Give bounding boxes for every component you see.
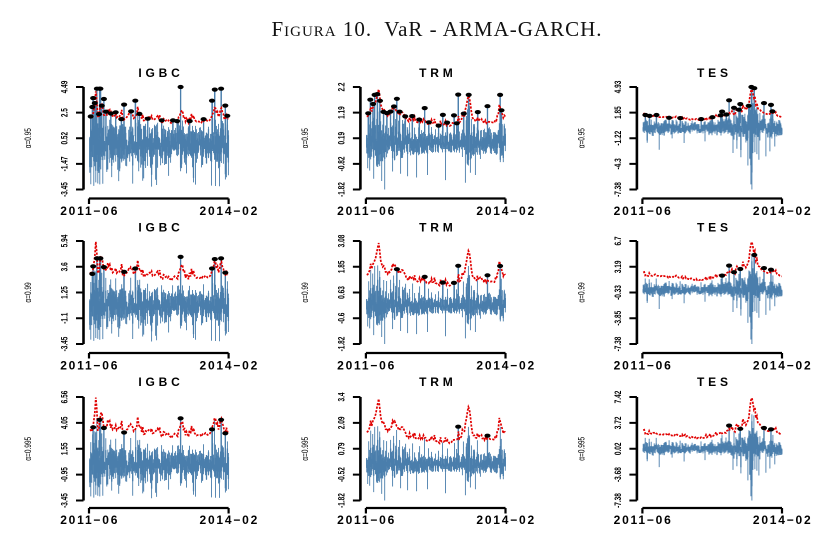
svg-text:2011−06: 2011−06 — [337, 513, 396, 527]
svg-text:4.93: 4.93 — [613, 80, 623, 93]
svg-text:-7.38: -7.38 — [613, 182, 623, 197]
svg-text:2011−06: 2011−06 — [337, 204, 396, 218]
svg-text:-0.6: -0.6 — [336, 312, 346, 324]
svg-text:-1.82: -1.82 — [336, 336, 346, 351]
svg-text:2014−02: 2014−02 — [199, 359, 259, 373]
svg-text:1.55: 1.55 — [59, 442, 69, 455]
svg-text:-1.82: -1.82 — [336, 493, 346, 508]
svg-text:-3.45: -3.45 — [59, 493, 69, 508]
svg-text:-3.85: -3.85 — [613, 310, 623, 325]
svg-text:2011−06: 2011−06 — [60, 204, 119, 218]
svg-text:2011−06: 2011−06 — [60, 513, 119, 527]
svg-text:TRM: TRM — [419, 66, 456, 80]
svg-text:2011−06: 2011−06 — [337, 359, 396, 373]
svg-text:IGBC: IGBC — [138, 221, 183, 235]
svg-text:2014−02: 2014−02 — [199, 204, 259, 218]
svg-text:1.85: 1.85 — [613, 106, 623, 119]
svg-text:0.19: 0.19 — [336, 131, 346, 144]
svg-text:1.85: 1.85 — [336, 260, 346, 273]
svg-text:α=0.995: α=0.995 — [23, 437, 33, 461]
svg-text:-0.52: -0.52 — [336, 467, 346, 482]
svg-text:-3.68: -3.68 — [613, 467, 623, 482]
svg-text:2014−02: 2014−02 — [753, 513, 813, 527]
svg-text:2014−02: 2014−02 — [476, 359, 536, 373]
svg-text:TES: TES — [697, 375, 732, 389]
svg-text:-4.3: -4.3 — [613, 158, 623, 170]
svg-text:-3.45: -3.45 — [59, 182, 69, 197]
svg-text:-1.82: -1.82 — [336, 182, 346, 197]
svg-text:α=0.995: α=0.995 — [576, 437, 586, 461]
svg-text:α=0.995: α=0.995 — [300, 437, 310, 461]
svg-text:6.56: 6.56 — [59, 390, 69, 403]
svg-text:2.5: 2.5 — [59, 108, 69, 117]
svg-text:4.05: 4.05 — [59, 416, 69, 429]
svg-text:-3.45: -3.45 — [59, 336, 69, 351]
svg-text:3.6: 3.6 — [59, 262, 69, 271]
svg-text:1.25: 1.25 — [59, 286, 69, 299]
svg-text:0.63: 0.63 — [336, 286, 346, 299]
svg-text:6.7: 6.7 — [613, 236, 623, 245]
svg-text:α=0.99: α=0.99 — [576, 282, 586, 302]
svg-text:-7.38: -7.38 — [613, 336, 623, 351]
svg-text:2014−02: 2014−02 — [476, 204, 536, 218]
svg-text:2014−02: 2014−02 — [199, 513, 259, 527]
svg-text:1.19: 1.19 — [336, 106, 346, 119]
svg-text:2011−06: 2011−06 — [614, 513, 673, 527]
svg-text:2011−06: 2011−06 — [60, 359, 119, 373]
svg-text:3.4: 3.4 — [336, 392, 346, 401]
svg-text:2014−02: 2014−02 — [753, 204, 813, 218]
svg-text:0.79: 0.79 — [336, 442, 346, 455]
svg-text:-0.82: -0.82 — [336, 156, 346, 171]
svg-text:4.49: 4.49 — [59, 80, 69, 93]
svg-text:TES: TES — [697, 221, 732, 235]
svg-text:α=0.99: α=0.99 — [300, 282, 310, 302]
svg-text:-0.95: -0.95 — [59, 467, 69, 482]
svg-text:-1.22: -1.22 — [613, 130, 623, 145]
svg-text:2011−06: 2011−06 — [614, 359, 673, 373]
svg-text:TRM: TRM — [419, 221, 456, 235]
svg-text:α=0.95: α=0.95 — [23, 128, 33, 148]
svg-text:TRM: TRM — [419, 375, 456, 389]
svg-text:IGBC: IGBC — [138, 66, 183, 80]
svg-text:2014−02: 2014−02 — [753, 359, 813, 373]
svg-text:0.02: 0.02 — [613, 442, 623, 455]
svg-text:IGBC: IGBC — [138, 375, 183, 389]
svg-text:0.52: 0.52 — [59, 131, 69, 144]
svg-text:3.08: 3.08 — [336, 234, 346, 247]
svg-text:7.42: 7.42 — [613, 390, 623, 403]
svg-text:2.2: 2.2 — [336, 82, 346, 91]
svg-text:-1.1: -1.1 — [59, 312, 69, 324]
svg-text:2011−06: 2011−06 — [614, 204, 673, 218]
svg-text:-0.33: -0.33 — [613, 285, 623, 300]
svg-text:3.72: 3.72 — [613, 416, 623, 429]
svg-text:-7.38: -7.38 — [613, 493, 623, 508]
svg-text:3.19: 3.19 — [613, 260, 623, 273]
svg-text:α=0.95: α=0.95 — [576, 128, 586, 148]
svg-text:α=0.99: α=0.99 — [23, 282, 33, 302]
svg-text:2.09: 2.09 — [336, 416, 346, 429]
svg-text:-1.47: -1.47 — [59, 156, 69, 171]
svg-text:2014−02: 2014−02 — [476, 513, 536, 527]
svg-text:α=0.95: α=0.95 — [300, 128, 310, 148]
svg-text:5.94: 5.94 — [59, 234, 69, 247]
svg-text:TES: TES — [697, 66, 732, 80]
